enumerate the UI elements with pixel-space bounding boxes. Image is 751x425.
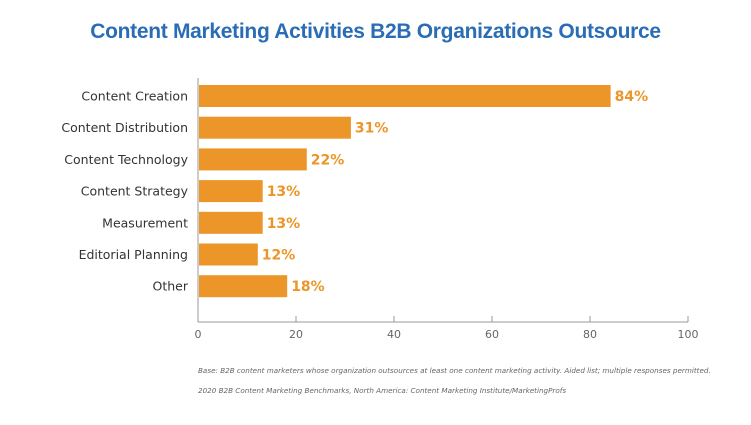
x-tick-label: 60 (485, 328, 499, 341)
bar (199, 180, 263, 203)
x-tick-label: 20 (289, 328, 303, 341)
x-tick-label: 0 (195, 328, 202, 341)
bar (199, 243, 258, 266)
value-label: 31% (355, 121, 389, 137)
x-tick-label: 40 (387, 328, 401, 341)
value-label: 18% (291, 279, 325, 295)
bars-group: Content Creation 84% Content Distribution 3… (61, 85, 649, 298)
category-label: Content Strategy (81, 184, 189, 199)
x-tick-label: 80 (583, 328, 597, 341)
footnote-base: Base: B2B content marketers whose organi… (198, 366, 711, 375)
value-label: 13% (267, 184, 301, 200)
axes-group: 0 20 40 60 80 100 (195, 78, 699, 341)
value-label: 22% (311, 152, 345, 168)
bar (199, 148, 307, 171)
x-tick-label: 100 (678, 328, 699, 341)
category-label: Editorial Planning (79, 247, 188, 262)
bar (199, 211, 263, 234)
bar (199, 275, 288, 298)
chart-title: Content Marketing Activities B2B Organiz… (90, 20, 661, 43)
value-label: 84% (615, 89, 649, 105)
category-label: Content Distribution (61, 120, 188, 135)
value-label: 12% (262, 248, 296, 264)
value-label: 13% (267, 216, 301, 232)
category-label: Other (153, 279, 189, 294)
bar (199, 85, 611, 107)
category-label: Content Technology (64, 152, 188, 167)
footnote-source: 2020 B2B Content Marketing Benchmarks, N… (198, 386, 567, 395)
bar (199, 116, 351, 139)
category-label: Content Creation (81, 89, 188, 104)
category-label: Measurement (102, 215, 188, 230)
